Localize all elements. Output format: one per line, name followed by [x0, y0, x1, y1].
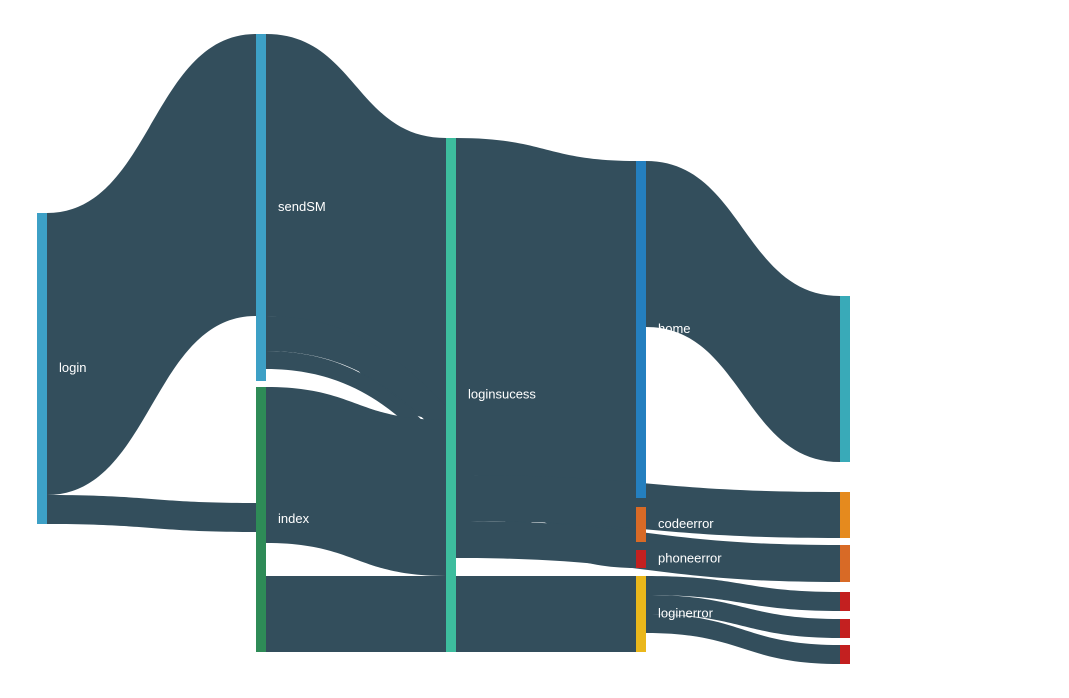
label-phoneerror: phoneerror: [658, 550, 722, 565]
node-forget: [840, 592, 850, 611]
label-sendSM: sendSM: [278, 199, 326, 214]
node-home: [636, 161, 646, 498]
label-login: login: [59, 360, 86, 375]
label-exit: exit: [862, 506, 883, 521]
node-sendSM: [256, 34, 266, 381]
label-password: password: [862, 646, 918, 661]
node-phoneerror: [636, 550, 646, 568]
label-home: home: [658, 321, 691, 336]
node-codeerror: [636, 507, 646, 542]
node-login: [37, 213, 47, 524]
label-pay: pay: [862, 370, 883, 385]
node-password: [840, 645, 850, 664]
node-pay: [840, 296, 850, 462]
node-code: [840, 619, 850, 638]
link-login-index: [47, 495, 256, 532]
node-loginerror: [636, 576, 646, 652]
sankey-diagram: login sendSM index loginsucess home codeerror…: [0, 0, 1069, 698]
node-payfail: [840, 545, 850, 582]
node-index: [256, 387, 266, 652]
label-codeerror: codeerror: [658, 516, 714, 531]
link-login-sendSM: [47, 34, 256, 495]
label-code: code: [862, 620, 890, 635]
label-forget: forget: [862, 593, 896, 608]
label-loginsucess: loginsucess: [468, 386, 536, 401]
label-index: index: [278, 511, 310, 526]
label-payfail: payfail: [862, 555, 900, 570]
label-loginerror: loginerror: [658, 605, 714, 620]
node-loginsucess: [446, 138, 456, 652]
link-home-pay: [646, 161, 840, 462]
link-loginsucess-home: [456, 138, 636, 498]
links-group: [47, 34, 840, 664]
node-exit: [840, 492, 850, 538]
